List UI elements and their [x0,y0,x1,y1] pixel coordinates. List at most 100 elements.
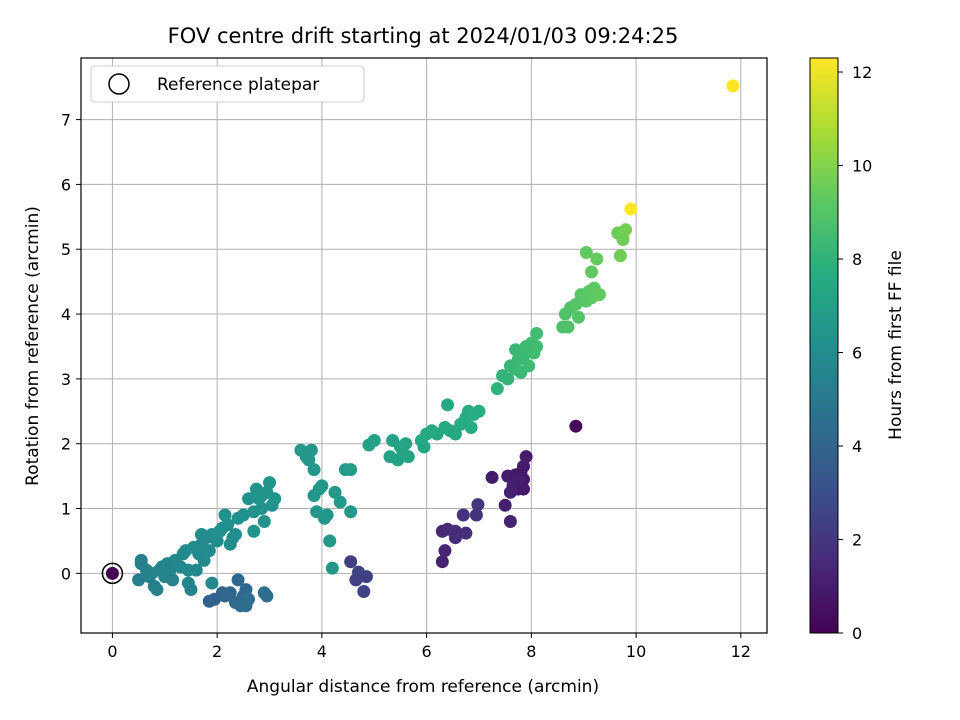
plot-frame [80,57,768,634]
scatter-point [435,555,449,569]
scatter-point [490,382,504,396]
colorbar-label: Hours from first FF file [886,250,906,440]
scatter-point [592,288,606,302]
scatter-points [101,79,740,613]
chart-title: FOV centre drift starting at 2024/01/03 … [168,24,679,48]
scatter-point [333,495,347,509]
scatter-point [503,485,517,499]
scatter-point [569,297,583,311]
colorbar-tick-label: 2 [852,531,862,550]
y-tick-label: 4 [61,305,71,324]
scatter-point [357,585,371,599]
scatter-point [263,476,277,490]
scatter-point [323,534,337,548]
scatter-point [585,265,599,279]
reference-platepar-marker [101,562,124,585]
colorbar-tick-label: 4 [852,437,862,456]
y-tick-label: 2 [61,435,71,454]
scatter-point [210,534,224,548]
scatter-point [325,561,339,575]
scatter-point [472,404,486,418]
scatter-point [189,563,203,577]
scatter-point [571,310,585,324]
scatter-point [236,508,250,522]
scatter-point [242,492,256,506]
scatter-point [399,437,413,451]
x-tick-label: 4 [317,642,327,661]
colorbar-tick-label: 8 [852,250,862,269]
scatter-point [134,553,148,567]
scatter-point [247,524,261,538]
scatter-point [344,463,358,477]
scatter-point [302,453,316,467]
scatter-point [344,555,358,569]
scatter-point [150,583,164,597]
y-tick-label: 7 [61,111,71,130]
scatter-point [231,573,245,587]
y-tick-label: 3 [61,370,71,389]
scatter-point [166,573,180,587]
legend: Reference platepar [90,65,365,103]
scatter-point [441,398,455,412]
scatter-point [328,485,342,499]
scatter-point [619,223,633,237]
scatter-point [359,570,373,584]
scatter-point [268,492,282,506]
scatter-point [255,502,269,516]
legend-entry-reference: Reference platepar [157,75,319,95]
scatter-point [257,515,271,529]
scatter-point [569,419,583,433]
scatter-point [469,508,483,522]
scatter-point [485,470,499,484]
colorbar-tick-label: 12 [852,63,872,82]
scatter-point [498,498,512,512]
scatter-point [417,440,431,454]
y-tick-label: 0 [61,564,71,583]
scatter-point [132,573,146,587]
scatter-point [221,518,235,532]
scatter-point [401,450,415,464]
colorbar-tick-label: 6 [852,344,862,363]
y-tick-label: 6 [61,175,71,194]
scatter-point [501,372,515,386]
x-tick-label: 6 [422,642,432,661]
legend-marker [108,73,130,95]
scatter-point [315,479,329,493]
scatter-point [516,459,530,473]
y-tick-label: 5 [61,240,71,259]
scatter-point [511,472,525,486]
scatter-point [344,505,358,519]
scatter-point [459,526,473,540]
scatter-point [304,443,318,457]
scatter-point [105,566,119,580]
y-tick-label: 1 [61,500,71,519]
scatter-point [590,252,604,266]
scatter-point [228,527,242,541]
colorbar-gradient [809,57,839,634]
scatter-point [239,583,253,597]
scatter-point [260,589,274,603]
scatter-point [726,79,740,93]
scatter-point [522,359,536,373]
scatter-point [202,544,216,558]
x-tick-label: 12 [731,642,751,661]
x-tick-label: 8 [526,642,536,661]
scatter-point [503,515,517,529]
scatter-point [448,427,462,441]
colorbar-tick-label: 10 [852,157,872,176]
scatter-point [205,576,219,590]
y-axis-ticks: 0 1 2 3 4 5 6 7 [61,111,81,583]
x-tick-label: 0 [107,642,117,661]
scatter-point [471,498,485,512]
scatter-point [367,433,381,447]
scatter-point [516,349,530,363]
scatter-point [223,586,237,600]
y-axis-label: Rotation from reference (arcmin) [23,206,43,486]
scatter-point [448,524,462,538]
x-axis-label: Angular distance from reference (arcmin) [247,677,599,697]
colorbar-ticks: 0 2 4 6 8 10 12 [838,63,872,643]
x-tick-label: 2 [212,642,222,661]
scatter-point [456,508,470,522]
scatter-point [519,450,533,464]
